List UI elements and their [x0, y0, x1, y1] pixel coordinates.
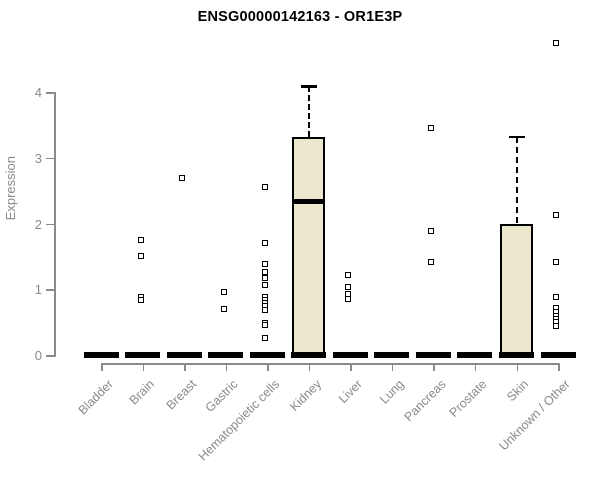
y-tick: [46, 289, 54, 291]
chart-title: ENSG00000142163 - OR1E3P: [197, 9, 403, 25]
outlier-point: [262, 334, 269, 341]
zero-bar: [166, 352, 202, 358]
y-axis: [54, 92, 56, 357]
zero-bar: [499, 352, 534, 358]
x-tick-label: Liver: [336, 377, 366, 407]
outlier-point: [137, 296, 144, 303]
x-tick: [516, 364, 518, 371]
x-tick: [101, 364, 103, 371]
outlier-point: [262, 275, 269, 282]
outlier-point: [220, 288, 227, 295]
zero-bar: [540, 352, 576, 358]
zero-bar: [332, 352, 368, 358]
y-tick: [46, 92, 54, 94]
outlier-point: [220, 305, 227, 312]
x-tick: [308, 364, 311, 371]
whisker-line: [307, 86, 310, 138]
x-tick: [142, 364, 145, 371]
x-axis: [101, 363, 561, 365]
outlier-point: [262, 282, 269, 289]
x-tick: [474, 364, 477, 371]
y-tick: [46, 223, 54, 225]
median-line: [292, 198, 326, 204]
x-tick: [225, 364, 228, 371]
y-tick-label: 4: [34, 85, 42, 100]
x-tick: [267, 364, 269, 371]
outlier-point: [428, 259, 435, 266]
outlier-point: [179, 175, 186, 182]
zero-bar: [291, 352, 327, 358]
outlier-point: [553, 294, 560, 301]
y-tick-label: 0: [34, 348, 42, 363]
x-tick-label: Pancreas: [401, 377, 449, 425]
zero-bar: [374, 352, 410, 358]
outlier-point: [262, 322, 269, 329]
outlier-point: [345, 296, 352, 303]
x-tick-label: Kidney: [286, 377, 324, 414]
outlier-point: [262, 269, 269, 276]
x-tick: [184, 364, 186, 371]
outlier-point: [137, 236, 144, 243]
x-tick-label: Hematopoietic cells: [195, 377, 283, 464]
x-tick-label: Skin: [504, 377, 532, 405]
x-tick-label: Lung: [377, 377, 407, 407]
outlier-point: [262, 240, 269, 247]
outlier-point: [553, 39, 560, 46]
whisker-line: [515, 136, 518, 224]
outlier-point: [428, 227, 435, 234]
y-tick-label: 2: [34, 216, 42, 232]
outlier-point: [345, 284, 352, 291]
y-tick-label: 3: [34, 150, 42, 166]
y-tick: [46, 355, 54, 357]
outlier-point: [553, 259, 560, 266]
zero-bar: [415, 352, 451, 358]
y-tick: [46, 157, 54, 160]
whisker-cap: [508, 135, 525, 139]
outlier-point: [553, 211, 560, 218]
whisker-cap: [300, 85, 317, 88]
x-tick-label: Brain: [126, 377, 158, 408]
outlier-point: [428, 125, 435, 132]
box-body: [292, 137, 326, 355]
x-tick: [391, 364, 394, 371]
x-tick-label: Breast: [163, 377, 200, 413]
x-tick: [350, 364, 352, 371]
x-tick-label: Prostate: [447, 377, 490, 420]
x-tick-label: Gastric: [202, 377, 241, 415]
outlier-point: [345, 271, 352, 278]
box-body: [500, 223, 533, 355]
outlier-point: [553, 323, 560, 330]
outlier-point: [262, 261, 269, 268]
outlier-point: [262, 184, 269, 191]
x-tick: [558, 364, 560, 371]
outlier-point: [137, 253, 144, 260]
x-tick-label: Bladder: [75, 377, 116, 418]
zero-bar: [83, 352, 119, 358]
zero-bar: [208, 352, 244, 358]
zero-bar: [125, 352, 161, 358]
zero-bar: [457, 352, 493, 358]
y-axis-label: Expression: [3, 156, 18, 221]
x-tick: [433, 364, 435, 371]
zero-bar: [249, 352, 285, 358]
y-tick-label: 1: [34, 282, 42, 298]
outlier-point: [262, 307, 269, 314]
